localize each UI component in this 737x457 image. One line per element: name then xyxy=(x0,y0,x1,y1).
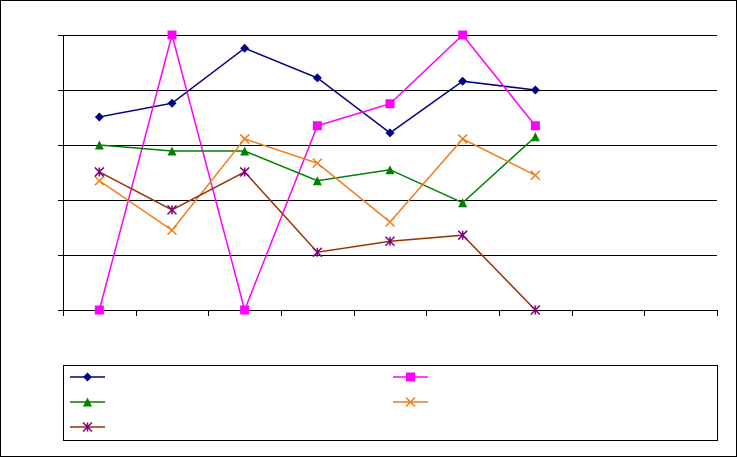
marker xyxy=(312,158,323,169)
marker xyxy=(94,112,104,122)
marker xyxy=(312,121,322,131)
marker xyxy=(94,140,104,150)
legend-marker xyxy=(83,372,92,382)
marker xyxy=(457,230,468,241)
marker xyxy=(385,165,395,175)
marker xyxy=(385,99,395,109)
marker xyxy=(384,216,396,228)
marker xyxy=(240,305,250,315)
marker xyxy=(312,247,323,258)
marker xyxy=(457,133,468,144)
legend-box xyxy=(63,365,718,441)
marker xyxy=(167,146,177,156)
marker xyxy=(530,304,541,316)
marker xyxy=(166,225,178,236)
marker xyxy=(312,73,322,83)
marker xyxy=(530,121,540,131)
legend-marker xyxy=(405,396,416,408)
marker xyxy=(384,236,396,247)
marker xyxy=(167,98,177,108)
marker xyxy=(530,85,540,95)
legend-marker xyxy=(406,372,415,382)
marker xyxy=(530,132,540,142)
marker xyxy=(530,170,541,181)
legend-marker xyxy=(82,421,93,433)
marker xyxy=(385,128,395,138)
marker xyxy=(458,30,468,40)
marker xyxy=(94,166,105,177)
marker xyxy=(312,176,322,186)
legend-marker xyxy=(83,397,92,407)
marker xyxy=(240,43,250,53)
marker xyxy=(239,166,250,177)
marker xyxy=(166,204,178,215)
marker xyxy=(458,198,468,208)
marker xyxy=(239,133,250,144)
marker xyxy=(94,305,104,315)
marker xyxy=(458,76,468,86)
marker xyxy=(167,30,177,40)
marker xyxy=(94,175,105,186)
marker xyxy=(240,146,250,156)
